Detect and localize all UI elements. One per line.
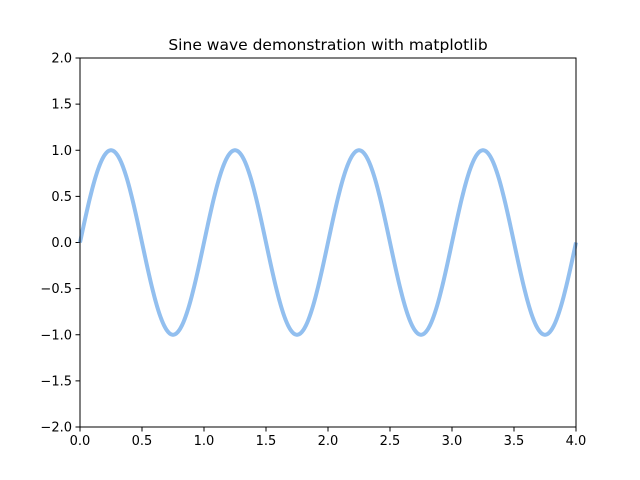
x-tick-label: 2.5 xyxy=(380,434,401,449)
x-axis-ticks: 0.0 0.5 1.0 1.5 2.0 2.5 3.0 3.5 4.0 xyxy=(70,427,587,449)
y-tick-label: −1.0 xyxy=(40,328,72,343)
y-tick-label: −1.5 xyxy=(40,374,72,389)
chart-title: Sine wave demonstration with matplotlib xyxy=(168,36,487,54)
x-tick-label: 1.0 xyxy=(194,434,215,449)
series-layer xyxy=(78,148,578,337)
y-tick-label: −0.5 xyxy=(40,282,72,297)
y-tick-label: −2.0 xyxy=(40,421,72,436)
x-tick-label: 3.5 xyxy=(504,434,525,449)
y-tick-label: 1.5 xyxy=(51,98,72,113)
x-tick-label: 4.0 xyxy=(566,434,587,449)
y-tick-label: 2.0 xyxy=(51,52,72,67)
series-line xyxy=(78,148,578,337)
y-axis-ticks: −2.0 −1.5 −1.0 −0.5 0.0 0.5 1.0 1.5 2.0 xyxy=(40,52,80,436)
plot-frame xyxy=(79,57,577,428)
x-tick-label: 3.0 xyxy=(442,434,463,449)
x-tick-label: 1.5 xyxy=(256,434,277,449)
y-tick-label: 1.0 xyxy=(51,144,72,159)
y-tick-label: 0.0 xyxy=(51,236,72,251)
y-tick-label: 0.5 xyxy=(51,190,72,205)
x-tick-label: 2.0 xyxy=(318,434,339,449)
x-tick-label: 0.0 xyxy=(70,434,91,449)
x-tick-label: 0.5 xyxy=(132,434,153,449)
